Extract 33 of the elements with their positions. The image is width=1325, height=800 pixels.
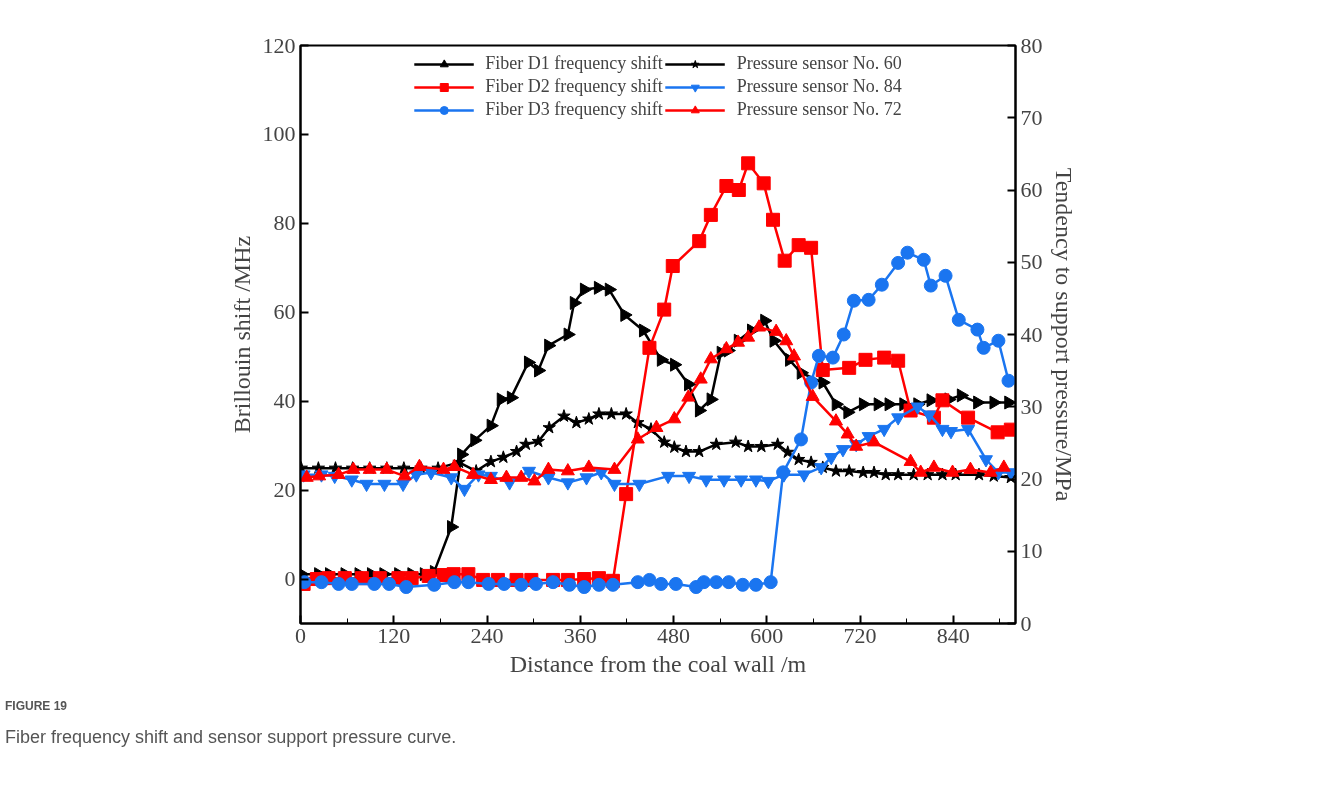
y-tick-label: 80 [273,210,296,236]
y-tick-label: 100 [262,121,296,147]
legend-label: Pressure sensor No. 72 [736,99,902,120]
x-tick-label: 360 [563,622,597,648]
y2-axis-title: Tendency to support pressure/MPa [1050,167,1077,502]
y2-tick-label: 80 [1020,32,1043,58]
x-tick-label: 840 [936,622,970,648]
legend-label: Fiber D1 frequency shift [485,53,663,74]
y2-tick-label: 70 [1020,104,1043,130]
legend-label: Pressure sensor No. 60 [736,53,902,74]
caption: FIGURE 19 [5,699,68,713]
y2-tick-label: 20 [1020,466,1043,491]
y2-tick-label: 30 [1020,393,1043,419]
y-axis-title: Brillouin shift /MHz [228,235,255,434]
x-tick-label: 120 [377,622,411,648]
legend-label: Fiber D2 frequency shift [485,76,663,97]
y2-tick-label: 10 [1020,538,1043,564]
y-tick-label: 40 [273,388,296,414]
y-tick-label: 0 [284,566,296,592]
x-tick-label: 240 [470,622,504,648]
y-tick-label: 120 [262,32,296,58]
text: Fiber frequency shift and sensor support pressure curve. [5,727,457,748]
y-tick-label: 20 [273,477,296,503]
y2-tick-label: 60 [1020,177,1043,202]
x-axis-title: Distance from the coal wall /m [509,650,807,677]
x-tick-label: 720 [843,622,877,648]
x-tick-label: 480 [657,622,691,648]
y2-tick-label: 40 [1020,321,1043,347]
legend-label: Fiber D3 frequency shift [485,99,663,120]
x-tick-label: 600 [750,622,784,648]
y2-tick-label: 50 [1020,249,1043,275]
y-tick-label: 60 [273,299,296,325]
legend-label: Pressure sensor No. 84 [736,76,902,97]
